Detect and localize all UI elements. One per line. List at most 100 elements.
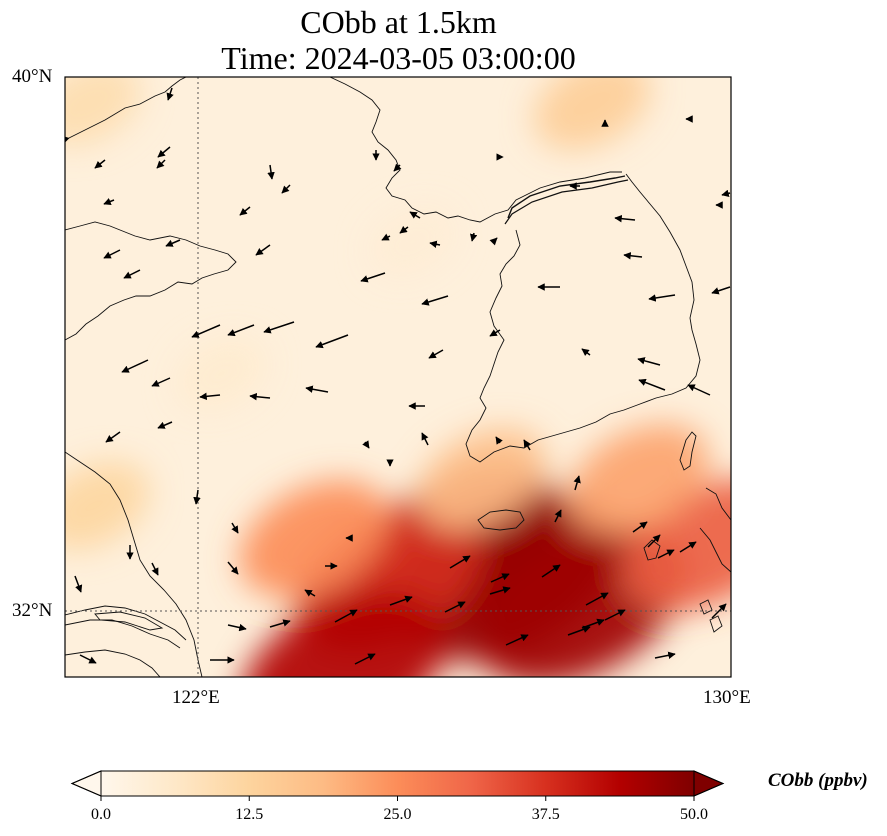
wind-arrow xyxy=(191,324,221,338)
wind-arrow xyxy=(711,286,731,295)
wind-arrow xyxy=(409,211,421,219)
wind-arrow xyxy=(269,619,291,628)
wind-arrow xyxy=(79,654,97,664)
wind-arrow xyxy=(581,618,605,629)
wind-arrow xyxy=(315,334,349,349)
colorbar xyxy=(70,770,725,801)
wind-arrow xyxy=(505,634,529,646)
tsushima-island xyxy=(679,431,697,471)
colorbar-title: CObb (ppbv) xyxy=(768,770,868,791)
wind-arrow xyxy=(360,272,386,283)
coastlines xyxy=(65,77,731,677)
wind-arrow xyxy=(121,359,149,373)
coastline-jiangsu xyxy=(65,451,203,677)
wind-arrow xyxy=(623,252,643,260)
coastline-liaoning xyxy=(329,77,622,223)
wind-arrow xyxy=(199,392,221,401)
wind-arrow xyxy=(581,348,591,357)
wind-arrow xyxy=(567,625,591,636)
wind-arrow xyxy=(679,541,697,553)
yalu-river xyxy=(507,175,626,219)
chongming-island xyxy=(94,611,164,631)
wind-arrow xyxy=(249,392,271,401)
wind-arrow xyxy=(157,421,173,429)
wind-arrow xyxy=(267,164,275,180)
wind-arrow xyxy=(227,561,239,575)
wind-arrow xyxy=(444,601,466,613)
wind-arrow xyxy=(105,431,121,443)
wind-arrow xyxy=(103,249,121,259)
island-small-1 xyxy=(709,615,723,633)
coastline-bohai xyxy=(65,77,187,141)
wind-arrow xyxy=(165,239,181,247)
coastline-kyushu xyxy=(705,487,731,521)
wind-arrow xyxy=(227,623,247,632)
wind-arrow xyxy=(263,321,295,334)
jeju-island xyxy=(477,509,525,531)
field-hotspot xyxy=(176,337,267,411)
wind-arrow xyxy=(614,214,636,223)
wind-arrow xyxy=(305,385,329,393)
field-hotspot xyxy=(65,77,141,146)
wind-arrow xyxy=(648,294,676,302)
wind-arrow xyxy=(399,225,409,234)
colorbar-tick-label: 25.0 xyxy=(383,806,412,823)
colorbar-tick-label: 50.0 xyxy=(680,806,708,823)
wind-arrow xyxy=(151,377,171,387)
wind-arrow xyxy=(123,269,141,279)
field-hotspot xyxy=(368,206,457,278)
yalu-river-2 xyxy=(504,179,629,225)
wind-vectors xyxy=(65,87,731,665)
wind-arrow xyxy=(604,609,626,621)
colorbar-tick-label: 37.5 xyxy=(531,806,560,823)
wind-arrow xyxy=(151,562,159,576)
coastline-shanghai xyxy=(65,649,161,677)
coastline-shandong xyxy=(65,221,237,341)
coastline-kyushu-2 xyxy=(699,527,731,573)
wind-arrow xyxy=(393,163,402,172)
colorbar-extend-min xyxy=(70,770,102,797)
wind-arrow xyxy=(156,159,166,169)
wind-arrow xyxy=(166,87,174,101)
wind-arrow xyxy=(429,240,441,249)
wind-arrow xyxy=(381,233,391,241)
wind-arrow xyxy=(334,609,358,623)
field-hotspot xyxy=(65,461,150,550)
wind-arrow xyxy=(711,603,727,619)
wind-arrow xyxy=(94,159,106,169)
colorbar-tick-label: 0.0 xyxy=(91,806,111,823)
wind-arrow xyxy=(573,475,581,491)
wind-arrow xyxy=(495,436,503,445)
wind-arrow xyxy=(489,586,511,595)
wind-arrow xyxy=(490,573,510,583)
wind-arrow xyxy=(469,232,478,242)
wind-arrow xyxy=(637,357,661,366)
wind-arrow xyxy=(489,237,498,246)
wind-arrow xyxy=(255,244,271,256)
field-hotspot xyxy=(417,428,547,530)
wind-arrow xyxy=(654,651,676,660)
wind-arrow xyxy=(647,534,661,548)
wind-arrow xyxy=(157,146,171,158)
wind-arrow xyxy=(632,521,648,533)
wind-arrow xyxy=(421,432,429,446)
wind-arrow xyxy=(523,439,531,451)
field-hotspot xyxy=(533,77,651,150)
colorbar-gradient xyxy=(101,771,694,796)
colorbar-tick-label: 12.5 xyxy=(235,806,264,823)
lat-label-32: 32°N xyxy=(12,600,53,621)
wind-arrow xyxy=(541,564,561,578)
field-hotspot xyxy=(568,424,709,535)
wind-arrow xyxy=(362,440,370,449)
wind-arrow xyxy=(489,329,501,337)
map-title-line1: CObb at 1.5km xyxy=(300,4,497,40)
wind-arrow xyxy=(389,595,413,606)
wind-arrow xyxy=(421,295,449,306)
wind-arrow xyxy=(281,184,291,194)
wind-arrow xyxy=(721,189,731,198)
wind-arrow xyxy=(657,549,675,559)
wind-arrow xyxy=(687,384,711,396)
wind-arrow xyxy=(227,324,255,337)
wind-arrow xyxy=(554,509,562,523)
